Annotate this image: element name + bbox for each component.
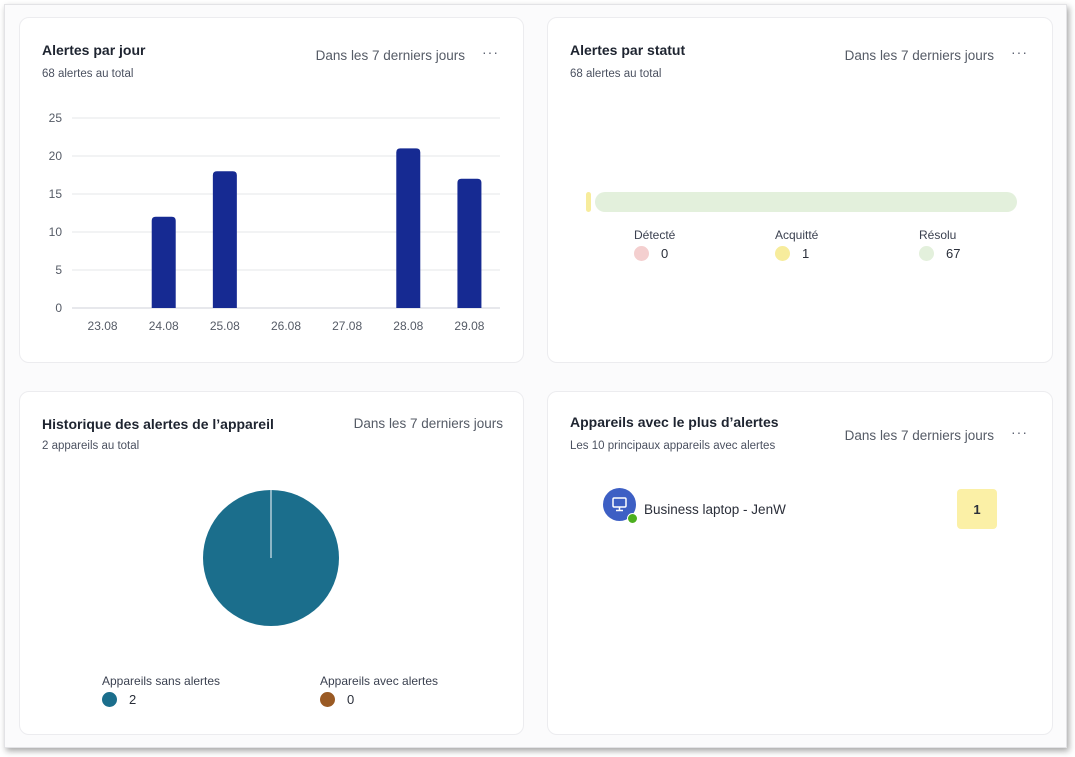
bar	[457, 178, 482, 308]
top-devices-card: Appareils avec le plus d’alertes Les 10 …	[547, 391, 1053, 735]
status-bar-resolved	[595, 192, 1017, 212]
y-tick-label: 15	[49, 187, 63, 201]
dashboard: Alertes par jour 68 alertes au total Dan…	[4, 4, 1067, 748]
y-tick-label: 0	[55, 301, 62, 315]
x-tick-label: 29.08	[454, 319, 484, 333]
y-tick-label: 10	[49, 225, 63, 239]
bar	[396, 148, 421, 308]
card-title: Alertes par jour	[42, 42, 146, 58]
x-tick-label: 24.08	[149, 319, 179, 333]
card-title: Historique des alertes de l’appareil	[42, 416, 274, 432]
status-resolved: Résolu 67	[919, 228, 960, 261]
more-horizontal-icon[interactable]: ···	[482, 44, 499, 60]
device-alert-count: 1	[957, 489, 997, 529]
legend-label: Appareils avec alertes	[320, 674, 439, 688]
legend-devices-with-alerts: Appareils avec alertes 0	[320, 674, 438, 707]
device-alert-history-card: Historique des alertes de l’appareil 2 a…	[19, 391, 524, 735]
alerts-by-status-card: Alertes par statut 68 alertes au total D…	[547, 17, 1053, 363]
bar	[151, 216, 176, 308]
status-bar-acknowledged	[586, 192, 591, 212]
more-horizontal-icon[interactable]: ···	[1011, 424, 1028, 440]
y-tick-label: 20	[49, 149, 63, 163]
y-tick-label: 5	[55, 263, 62, 277]
status-value: 1	[802, 246, 810, 261]
period-selector[interactable]: Dans les 7 derniers jours	[353, 416, 503, 431]
card-title: Alertes par statut	[570, 42, 686, 58]
card-subtitle: Les 10 principaux appareils avec alertes	[570, 440, 776, 452]
legend-dot	[320, 692, 335, 707]
status-dot	[775, 246, 790, 261]
more-horizontal-icon[interactable]: ···	[1011, 44, 1028, 60]
online-status-icon	[627, 513, 638, 524]
alerts-per-day-card: Alertes par jour 68 alertes au total Dan…	[19, 17, 524, 363]
status-detected: Détecté 0	[634, 228, 675, 261]
status-value: 0	[661, 246, 669, 261]
status-label: Détecté	[634, 228, 676, 242]
period-selector[interactable]: Dans les 7 derniers jours	[844, 48, 994, 63]
device-alerts-pie-chart	[203, 490, 339, 626]
x-tick-label: 25.08	[210, 319, 240, 333]
device-name[interactable]: Business laptop - JenW	[644, 502, 786, 517]
card-subtitle: 2 appareils au total	[42, 440, 140, 452]
legend-value: 0	[347, 692, 355, 707]
period-selector[interactable]: Dans les 7 derniers jours	[844, 428, 994, 443]
card-subtitle: 68 alertes au total	[570, 68, 662, 80]
card-title: Appareils avec le plus d’alertes	[570, 414, 779, 430]
legend-dot	[102, 692, 117, 707]
status-label: Résolu	[919, 228, 957, 242]
x-tick-label: 23.08	[88, 319, 118, 333]
status-dot	[919, 246, 934, 261]
x-tick-label: 27.08	[332, 319, 362, 333]
legend-value: 2	[129, 692, 137, 707]
legend-label: Appareils sans alertes	[102, 674, 221, 688]
status-dot	[634, 246, 649, 261]
bar	[212, 171, 237, 308]
card-subtitle: 68 alertes au total	[42, 68, 134, 80]
legend-devices-without-alerts: Appareils sans alertes 2	[102, 674, 220, 707]
x-tick-label: 28.08	[393, 319, 423, 333]
x-tick-label: 26.08	[271, 319, 301, 333]
y-tick-label: 25	[49, 111, 63, 125]
period-selector[interactable]: Dans les 7 derniers jours	[315, 48, 465, 63]
alerts-bar-chart: 0 5 10 15 20 25 23.08 24.08 25.08 26.08 27.08 28.08…	[49, 111, 500, 333]
status-label: Acquitté	[775, 228, 819, 242]
status-acknowledged: Acquitté 1	[775, 228, 818, 261]
status-value: 67	[946, 246, 961, 261]
